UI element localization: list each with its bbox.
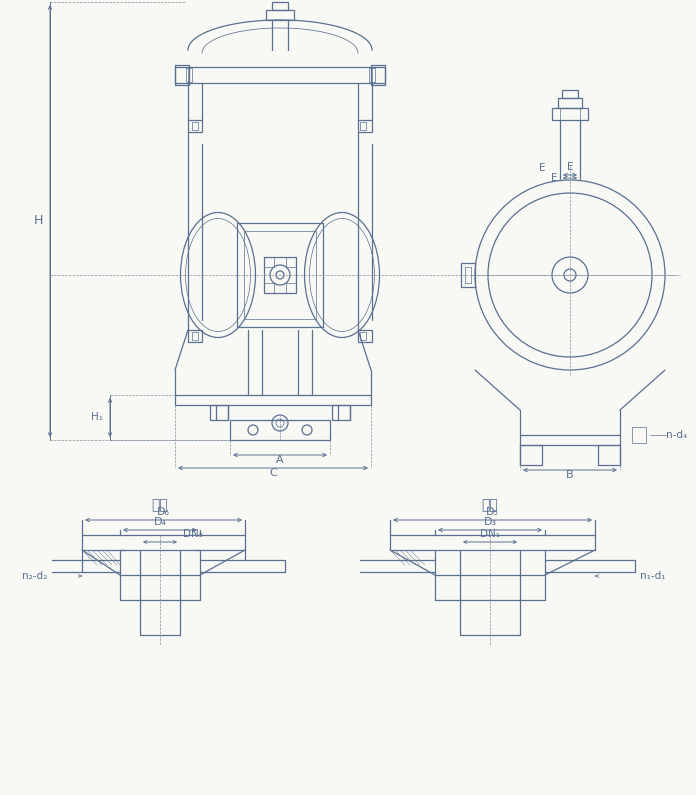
Bar [188,330,202,342]
Text: H₁: H₁ [91,413,103,422]
Bar [192,122,198,130]
Text: D₄: D₄ [154,517,166,527]
Bar [230,420,330,440]
Bar [520,435,620,445]
Bar [371,65,385,85]
Text: D₅: D₅ [486,507,499,517]
Text: C: C [269,468,277,478]
Bar [272,2,288,10]
Bar [286,283,296,293]
Text: H: H [33,215,43,227]
Text: D₆: D₆ [157,507,170,517]
Bar [465,267,471,283]
Bar [264,257,274,267]
Bar [210,405,228,420]
Bar [186,68,192,82]
Text: n₂-d₂: n₂-d₂ [22,571,47,581]
Text: 出口: 出口 [152,498,168,512]
Bar [558,98,582,108]
Text: n₁-d₁: n₁-d₁ [640,571,665,581]
Bar [461,263,475,287]
Bar [264,257,296,293]
Bar [369,68,375,82]
Text: DN₁: DN₁ [480,529,500,539]
Bar [360,122,366,130]
Bar [175,65,189,85]
Bar [390,535,595,550]
Bar [360,332,366,340]
Text: E: E [567,162,574,172]
Bar [520,445,542,465]
Text: A: A [276,455,284,465]
Bar [332,405,350,420]
Bar [286,257,296,267]
Bar [264,283,274,293]
Bar [632,427,646,443]
Text: E: E [551,173,558,183]
Bar [598,445,620,465]
Bar [552,108,588,120]
Text: B: B [566,470,574,480]
Bar [358,330,372,342]
Text: DN₂: DN₂ [183,529,203,539]
Bar [175,395,371,405]
Bar [82,535,245,550]
Bar [237,223,323,327]
Text: 进口: 进口 [482,498,498,512]
Text: n-d₄: n-d₄ [666,430,687,440]
Bar [192,332,198,340]
Bar [562,90,578,98]
Bar [188,120,202,132]
Bar [244,231,316,319]
Bar [358,120,372,132]
Bar [266,10,294,20]
Text: E: E [539,163,545,173]
Text: D₃: D₃ [484,517,496,527]
